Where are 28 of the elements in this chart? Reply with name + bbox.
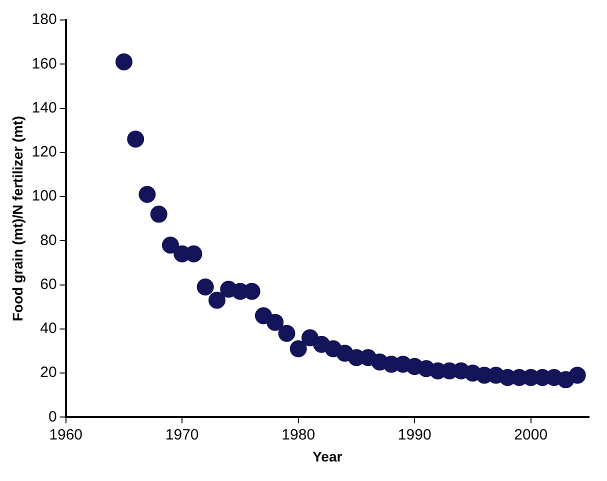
y-tick-label: 40: [40, 320, 57, 338]
point: [196, 278, 214, 296]
x-tick-label: 1960: [49, 426, 83, 444]
x-tick-label: 1980: [282, 426, 316, 444]
y-tick-label: 180: [32, 11, 57, 28]
point: [208, 292, 226, 309]
point: [127, 130, 144, 148]
y-tick-label: 80: [40, 232, 57, 249]
point: [568, 366, 586, 384]
y-tick-label: 60: [40, 276, 57, 293]
point: [150, 206, 168, 223]
point: [138, 186, 156, 203]
y-tick-label: 20: [40, 364, 57, 382]
y-tick-label: 160: [32, 55, 57, 72]
y-axis-title: Food grain (mt)/N fertilizer (mt): [9, 116, 26, 322]
point: [115, 53, 132, 70]
point: [290, 340, 307, 358]
x-axis-title: Year: [312, 448, 343, 464]
x-tick-label: 2000: [514, 426, 548, 444]
y-tick-label: 100: [32, 188, 57, 205]
point: [162, 236, 179, 254]
y-tick-label: 0: [48, 408, 57, 426]
x-tick-label: 1970: [165, 426, 199, 444]
y-tick-label: 140: [32, 99, 57, 116]
x-tick-label: 1990: [398, 426, 432, 444]
point: [266, 314, 284, 331]
point: [278, 324, 296, 342]
y-tick-label: 120: [32, 144, 57, 161]
